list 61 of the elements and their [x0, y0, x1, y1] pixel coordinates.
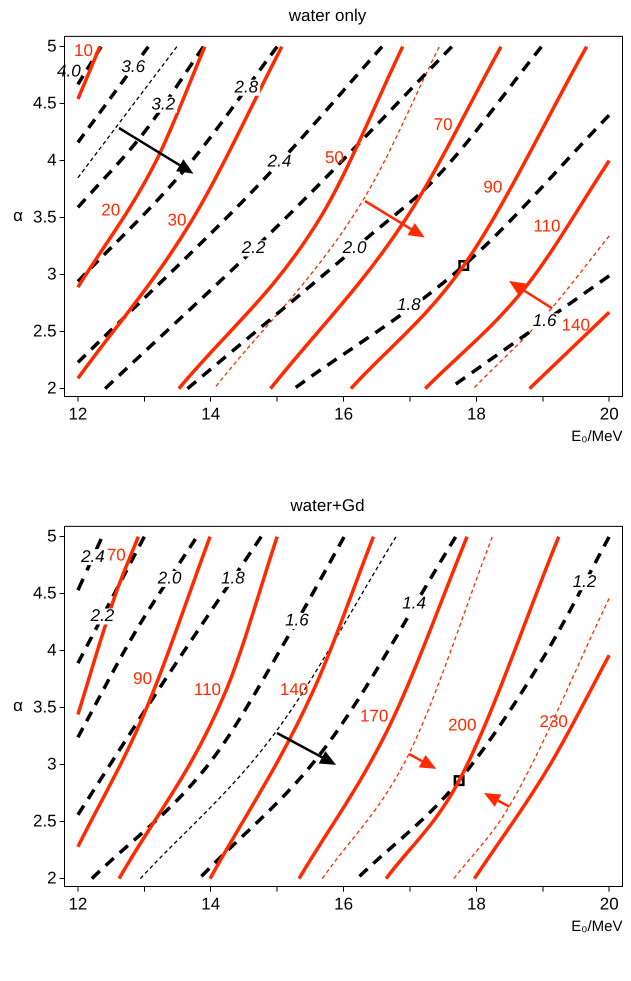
x-tick-label: 18: [466, 404, 486, 424]
series-label: 2.4: [80, 546, 105, 566]
series-label: 2.4: [266, 152, 292, 171]
x-tick-label: 12: [68, 894, 88, 914]
series-label: 2.8: [234, 77, 259, 96]
series-label: 1.2: [572, 572, 597, 591]
series-label: 3.6: [121, 56, 146, 76]
y-tick-label: 4.5: [32, 93, 57, 112]
y-tick-label: 4.5: [32, 583, 57, 602]
series-label: 1.4: [402, 594, 426, 613]
series-label: 70: [434, 115, 453, 134]
chart-title: water+Gd: [289, 496, 365, 515]
y-tick-label: 4: [47, 150, 57, 170]
x-tick-label: 14: [201, 404, 220, 424]
series-label: 3.2: [151, 94, 176, 114]
y-axis-title: α: [13, 696, 24, 716]
x-tick-label: 16: [334, 404, 354, 424]
series-label: 1.6: [532, 311, 557, 330]
y-tick-label: 4: [47, 640, 57, 660]
y-tick-label: 2.5: [32, 321, 57, 340]
y-tick-label: 2: [47, 868, 57, 888]
x-tick-label: 20: [600, 404, 619, 424]
series-label: 10: [74, 40, 93, 60]
series-label: 2.0: [156, 568, 182, 588]
series-label: 140: [280, 680, 308, 700]
series-label: 110: [194, 680, 222, 700]
x-tick-label: 12: [68, 404, 88, 424]
line-series: [358, 534, 611, 878]
x-tick-label: 20: [600, 894, 619, 914]
y-axis-title: α: [13, 206, 24, 226]
series-label: 90: [483, 178, 502, 197]
series-label: 140: [562, 316, 590, 335]
series-label: 2.2: [90, 606, 115, 626]
series-label: 200: [448, 716, 476, 735]
y-tick-label: 5: [47, 526, 57, 546]
chart-title: water only: [288, 6, 367, 25]
y-tick-label: 3.5: [32, 207, 57, 226]
series-label: 170: [360, 706, 388, 726]
y-tick-label: 2: [47, 378, 57, 398]
series-label: 1.6: [285, 610, 310, 630]
x-tick-label: 14: [201, 894, 220, 914]
x-tick-label: 16: [334, 894, 354, 914]
series-label: 30: [168, 210, 186, 230]
y-tick-label: 3: [47, 754, 57, 774]
x-axis-title: E₀/MeV: [571, 918, 622, 936]
series-label: 20: [101, 200, 120, 220]
series-label: 70: [106, 546, 126, 565]
series-label: 90: [133, 668, 152, 688]
series-label: 1.8: [396, 295, 422, 314]
x-tick-label: 18: [466, 894, 486, 914]
x-axis-title: E₀/MeV: [571, 428, 622, 446]
y-tick-label: 3.5: [32, 697, 57, 716]
y-tick-label: 5: [47, 36, 57, 56]
series-label: 2.0: [342, 238, 367, 258]
series-label: 110: [533, 216, 560, 236]
series-label: 50: [324, 148, 344, 168]
y-tick-label: 2.5: [32, 811, 57, 830]
y-tick-label: 3: [47, 264, 57, 284]
series-label: 2.2: [240, 238, 266, 258]
series-label: 230: [540, 712, 568, 732]
series-label: 1.8: [221, 568, 246, 588]
